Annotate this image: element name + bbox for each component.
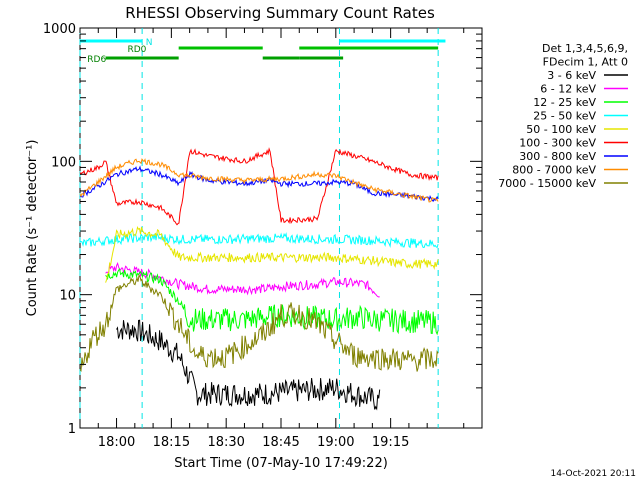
legend-entry-label: 25 - 50 keV: [533, 110, 596, 123]
y-tick-label: 100: [51, 155, 76, 170]
y-tick-label: 1: [68, 422, 76, 437]
axes: 1 10 100 1000 18:00 18:15 18:30 18:45 19:00 19:15: [43, 22, 483, 450]
chart-title: RHESSI Observing Summary Count Rates: [125, 4, 435, 22]
footer-timestamp: 14-Oct-2021 20:11: [551, 469, 636, 479]
legend: Det 1,3,4,5,6,9,FDecim 1, Att 03 - 6 keV…: [498, 42, 628, 190]
series-line: [79, 158, 439, 203]
x-axis-label: Start Time (07-May-10 17:49:22): [174, 456, 388, 471]
legend-entry-label: 12 - 25 keV: [533, 96, 596, 109]
legend-entry-label: 100 - 300 keV: [519, 137, 596, 150]
series-line: [105, 262, 380, 298]
legend-entry-label: 3 - 6 keV: [547, 69, 596, 82]
top-bar-label: N: [146, 38, 153, 48]
series-line: [105, 268, 439, 336]
legend-entry-label: 800 - 7000 keV: [512, 164, 596, 177]
series-line: [116, 319, 381, 411]
x-tick-label: 18:45: [262, 435, 299, 450]
y-axis-label: Count Rate (s⁻¹ detector⁻¹): [25, 140, 40, 317]
series-line: [79, 147, 439, 226]
legend-entry-label: 50 - 100 keV: [526, 123, 596, 136]
series-line: [105, 225, 439, 283]
legend-header: FDecim 1, Att 0: [543, 56, 628, 69]
y-tick-label: 1000: [43, 22, 76, 37]
plot-frame: [79, 27, 483, 429]
top-bar-label: RD6: [87, 55, 106, 65]
x-tick-label: 19:00: [317, 435, 354, 450]
legend-entry-label: 7000 - 15000 keV: [498, 177, 596, 190]
vertical-marker-lines: [79, 28, 439, 428]
x-tick-label: 19:15: [372, 435, 409, 450]
legend-entry-label: 6 - 12 keV: [540, 83, 596, 96]
series-line: [80, 231, 439, 249]
top-bar-label: RD0: [128, 45, 147, 55]
data-series: [79, 147, 439, 411]
y-tick-label: 10: [59, 289, 76, 304]
legend-header: Det 1,3,4,5,6,9,: [542, 42, 628, 55]
x-tick-label: 18:00: [98, 435, 135, 450]
series-line: [79, 274, 439, 373]
x-tick-label: 18:15: [153, 435, 190, 450]
series-line: [79, 165, 439, 203]
legend-entry-label: 300 - 800 keV: [519, 150, 596, 163]
x-tick-label: 18:30: [207, 435, 244, 450]
